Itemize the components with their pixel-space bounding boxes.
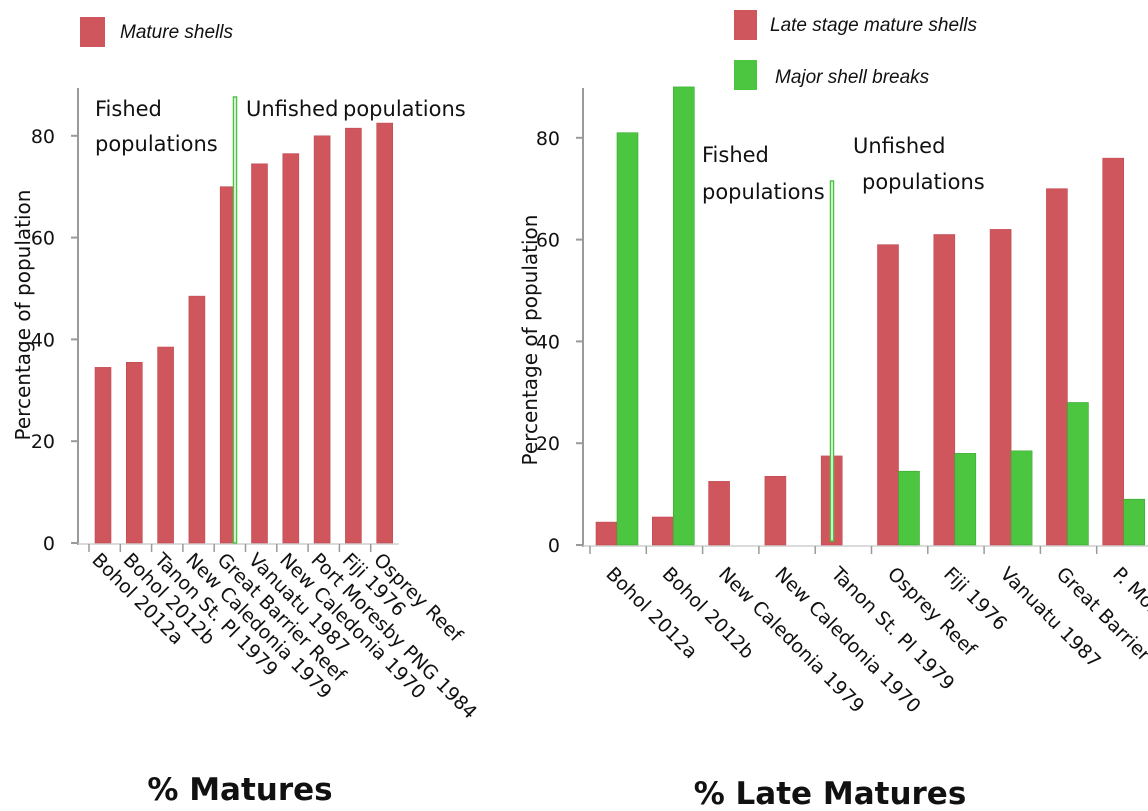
bar-major-shell-breaks bbox=[673, 87, 694, 545]
bar-mature-shells bbox=[95, 367, 111, 543]
bar-mature-shells bbox=[377, 123, 393, 543]
bar-late-stage-mature-shells bbox=[596, 522, 617, 545]
bar-major-shell-breaks bbox=[1011, 451, 1032, 545]
y-tick-label: 80 bbox=[31, 126, 55, 148]
bar-late-stage-mature-shells bbox=[934, 235, 955, 545]
bar-late-stage-mature-shells bbox=[1103, 158, 1124, 545]
legend-swatch bbox=[734, 10, 757, 40]
annotation-fished: Fished bbox=[95, 97, 162, 121]
y-axis-label: Percentage of population bbox=[11, 190, 35, 441]
bar-mature-shells bbox=[126, 362, 142, 543]
annotation-fished: Fished bbox=[702, 143, 769, 167]
bar-mature-shells bbox=[283, 154, 299, 543]
annotation-populations: populations bbox=[343, 97, 466, 121]
annotation-unfished: Unfished bbox=[246, 97, 338, 121]
bar-mature-shells bbox=[314, 136, 330, 543]
bar-late-stage-mature-shells bbox=[990, 229, 1011, 545]
y-axis-label: Percentage of population bbox=[518, 215, 542, 466]
fished-unfished-divider bbox=[831, 181, 834, 541]
bar-major-shell-breaks bbox=[899, 471, 920, 545]
bar-mature-shells bbox=[189, 296, 205, 543]
bar-late-stage-mature-shells bbox=[652, 517, 673, 545]
bar-late-stage-mature-shells bbox=[765, 476, 786, 545]
bar-late-stage-mature-shells bbox=[709, 481, 730, 545]
bar-late-stage-mature-shells bbox=[1046, 189, 1067, 545]
annotation-fished: populations bbox=[702, 180, 825, 204]
annotation-unfished: Unfished bbox=[853, 134, 945, 158]
bar-mature-shells bbox=[345, 128, 361, 543]
bar-late-stage-mature-shells bbox=[878, 245, 899, 545]
legend-swatch bbox=[734, 60, 757, 90]
bar-major-shell-breaks bbox=[617, 133, 638, 545]
legend-label: Major shell breaks bbox=[775, 67, 930, 88]
y-tick-label: 0 bbox=[43, 533, 55, 555]
bar-major-shell-breaks bbox=[1124, 499, 1145, 545]
x-category-label: Vanuatu 1987 bbox=[996, 563, 1105, 672]
bar-mature-shells bbox=[252, 164, 268, 543]
bar-mature-shells bbox=[158, 347, 174, 543]
bar-major-shell-breaks bbox=[1067, 402, 1088, 545]
y-tick-label: 80 bbox=[536, 128, 560, 150]
annotation-unfished: populations bbox=[862, 170, 985, 194]
legend-label: Mature shells bbox=[120, 22, 233, 43]
chart-title: % Late Matures bbox=[694, 776, 967, 811]
chart-title: % Matures bbox=[147, 772, 332, 808]
fished-unfished-divider bbox=[234, 97, 237, 543]
y-tick-label: 0 bbox=[548, 535, 560, 557]
annotation-fished: populations bbox=[95, 132, 218, 156]
legend-swatch bbox=[80, 17, 105, 47]
legend-label: Late stage mature shells bbox=[770, 15, 978, 36]
bar-major-shell-breaks bbox=[955, 453, 976, 545]
